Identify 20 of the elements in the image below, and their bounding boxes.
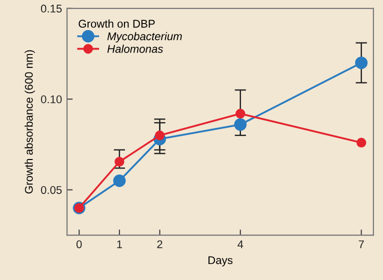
y-tick-label: 0.05 — [40, 186, 62, 194]
y-axis-title: Growth absorbance (600 nm) — [24, 50, 35, 194]
x-tick-label: 7 — [358, 240, 364, 248]
x-axis-title: Days — [208, 256, 232, 266]
y-tick-label: 0.10 — [40, 95, 62, 104]
point — [113, 174, 126, 188]
point — [154, 130, 165, 140]
point — [356, 138, 366, 148]
legend-title: Growth on DBP — [78, 20, 155, 28]
point — [234, 118, 247, 131]
y-tick-label: 0.15 — [40, 4, 62, 13]
point — [236, 108, 246, 118]
point — [355, 56, 368, 70]
legend-label: Mycobacterium — [107, 32, 182, 42]
x-tick-label: 4 — [238, 240, 244, 248]
x-tick-label: 0 — [76, 240, 82, 248]
legend-label: Halomonas — [107, 44, 163, 53]
x-tick-label: 2 — [157, 240, 162, 248]
point — [114, 156, 124, 167]
x-tick-label: 1 — [117, 240, 122, 248]
